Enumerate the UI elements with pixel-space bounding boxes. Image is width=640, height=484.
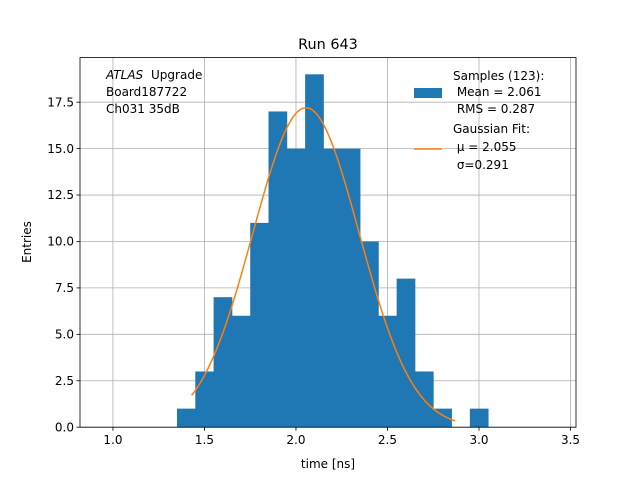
y-tick-label: 0.0: [55, 420, 74, 434]
x-tick-label: 2.5: [378, 433, 397, 447]
upgrade-label: Upgrade: [151, 68, 202, 82]
histogram-bar: [469, 408, 489, 428]
x-tick-label: 1.5: [195, 433, 214, 447]
y-axis-label: Entries: [20, 221, 34, 263]
gaussian-fit-curve: [191, 107, 456, 422]
atlas-label: ATLAS: [105, 68, 144, 82]
y-tick-label: 2.5: [55, 374, 74, 388]
y-tick-label: 17.5: [47, 95, 74, 109]
y-tick-label: 10.0: [47, 235, 74, 249]
legend-samples-title: Samples (123):: [453, 69, 544, 83]
channel-label: Ch031 35dB: [106, 102, 180, 116]
histogram-bar: [231, 315, 251, 428]
legend-swatch-samples: [414, 88, 442, 98]
histogram-bar: [213, 297, 233, 428]
x-axis-label: time [ns]: [301, 457, 355, 471]
x-tick-label: 2.0: [286, 433, 305, 447]
axes-frame: [79, 57, 577, 428]
histogram-bar: [286, 148, 306, 428]
atlas-annotation: ATLAS Upgrade Board187722 Ch031 35dB: [105, 68, 202, 116]
histogram-bar: [341, 148, 361, 428]
legend: Samples (123): Mean = 2.061 RMS = 0.287 …: [414, 69, 544, 172]
y-tick-label: 15.0: [47, 142, 74, 156]
y-axis-ticks: 0.0 2.5 5.0 7.5 10.0 12.5 15.0 17.5: [47, 95, 80, 434]
legend-samples-rms: RMS = 0.287: [453, 102, 535, 116]
histogram-bar: [433, 408, 452, 428]
histogram-bar: [378, 315, 398, 428]
histogram-bar: [268, 111, 288, 428]
histogram-bar: [305, 74, 324, 428]
x-tick-label: 1.0: [103, 433, 122, 447]
x-axis-ticks: 1.0 1.5 2.0 2.5 3.0 3.5: [103, 427, 580, 447]
y-tick-label: 7.5: [55, 281, 74, 295]
legend-fit-title: Gaussian Fit:: [453, 122, 530, 136]
histogram-bar: [195, 371, 215, 428]
histogram-bar: [250, 222, 269, 428]
x-tick-label: 3.5: [561, 433, 580, 447]
histogram-bar: [396, 278, 416, 428]
histogram-bar: [323, 148, 343, 428]
legend-fit-sigma: σ=0.291: [453, 158, 509, 172]
x-tick-label: 3.0: [469, 433, 488, 447]
legend-fit-mu: μ = 2.055: [453, 140, 517, 154]
y-tick-label: 5.0: [55, 328, 74, 342]
histogram-bar: [177, 408, 196, 428]
legend-samples-mean: Mean = 2.061: [453, 85, 542, 99]
board-label: Board187722: [106, 85, 187, 99]
y-tick-label: 12.5: [47, 188, 74, 202]
chart-title: Run 643: [298, 37, 358, 53]
svg-text:ATLAS Upgrade: ATLAS Upgrade: [105, 68, 202, 82]
